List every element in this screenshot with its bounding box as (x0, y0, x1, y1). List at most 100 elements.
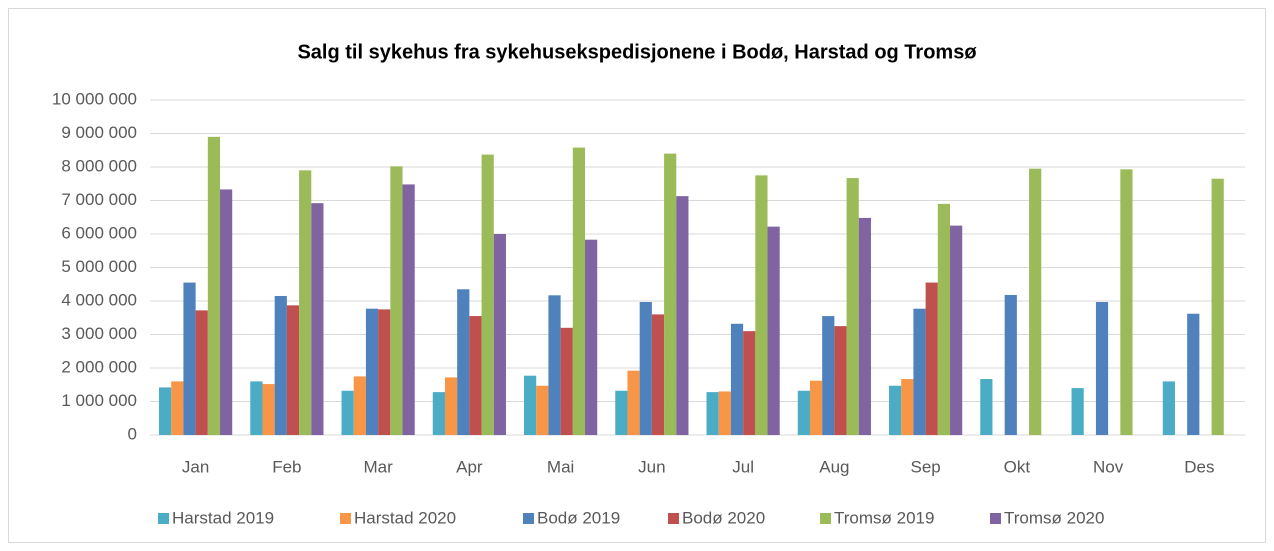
y-tick-label: 7 000 000 (61, 190, 137, 209)
bar (274, 295, 287, 435)
legend-label: Harstad 2019 (172, 508, 274, 527)
bar (548, 295, 561, 435)
bar (171, 381, 184, 435)
bar (341, 390, 354, 435)
bar (1029, 168, 1042, 436)
bar (706, 392, 719, 435)
legend-label: Tromsø 2019 (834, 508, 934, 527)
y-tick-label: 6 000 000 (61, 223, 137, 242)
x-tick-label: Des (1184, 457, 1214, 476)
legend-swatch (340, 513, 351, 524)
bar (378, 309, 391, 435)
legend-swatch (668, 513, 679, 524)
bar (1187, 313, 1200, 435)
bar (676, 196, 689, 435)
x-tick-label: Nov (1093, 457, 1124, 476)
bar (913, 308, 926, 435)
y-tick-label: 10 000 000 (52, 89, 137, 108)
y-tick-label: 3 000 000 (61, 324, 137, 343)
legend-swatch (820, 513, 831, 524)
bar (822, 316, 835, 435)
bar (755, 175, 768, 435)
legend-swatch (523, 513, 534, 524)
x-tick-label: Jul (732, 457, 754, 476)
bar (195, 310, 208, 435)
bar (585, 239, 598, 435)
chart-title: Salg til sykehus fra sykehusekspedisjone… (297, 41, 977, 63)
bar (1095, 302, 1109, 435)
bar (1004, 294, 1017, 435)
bar (1211, 178, 1224, 435)
bar (1071, 388, 1084, 435)
bar (627, 370, 640, 435)
bar (457, 289, 470, 435)
bar (846, 178, 859, 435)
y-tick-label: 8 000 000 (61, 156, 137, 175)
bar (444, 377, 458, 435)
bar (432, 392, 445, 435)
x-tick-label: Jun (638, 457, 665, 476)
bar (858, 217, 871, 435)
y-tick-label: 9 000 000 (61, 123, 137, 142)
bar (365, 308, 379, 435)
bar (560, 327, 573, 435)
x-tick-label: Mai (547, 457, 574, 476)
bar (730, 323, 744, 435)
x-tick-label: Feb (272, 457, 301, 476)
y-tick-label: 4 000 000 (61, 290, 137, 309)
bar (299, 170, 312, 435)
bar (493, 234, 506, 435)
bar (220, 189, 233, 435)
bar (925, 282, 938, 435)
bar (402, 184, 415, 435)
bar (639, 302, 652, 435)
bar (481, 154, 494, 436)
legend-label: Tromsø 2020 (1004, 508, 1104, 527)
bar (889, 385, 902, 435)
bar (1120, 169, 1133, 435)
bar (311, 203, 324, 435)
legend-label: Bodø 2020 (682, 508, 765, 527)
x-tick-label: Sep (911, 457, 941, 476)
bar (950, 225, 963, 435)
y-tick-label: 1 000 000 (61, 391, 137, 410)
x-tick-label: Jan (182, 457, 209, 476)
bar (834, 326, 847, 435)
x-tick-label: Apr (456, 457, 483, 476)
bar (207, 136, 221, 435)
bar (767, 226, 780, 435)
bar (262, 384, 275, 435)
y-tick-label: 0 (128, 424, 137, 443)
bar (743, 331, 756, 435)
bar (536, 385, 549, 435)
legend-label: Bodø 2019 (537, 508, 620, 527)
bar (524, 375, 537, 435)
y-tick-label: 2 000 000 (61, 357, 137, 376)
bar (183, 282, 196, 435)
bar (664, 153, 677, 435)
legend-swatch (990, 513, 1001, 524)
bar (809, 380, 823, 435)
x-tick-label: Okt (1004, 457, 1031, 476)
bar (286, 305, 300, 435)
bar (469, 316, 482, 435)
bar (980, 379, 993, 435)
bar (651, 314, 665, 435)
bar (159, 387, 172, 435)
bar (1162, 381, 1175, 435)
legend-label: Harstad 2020 (354, 508, 456, 527)
bar (718, 391, 731, 435)
legend-swatch (158, 513, 169, 524)
bar (250, 381, 263, 435)
x-tick-label: Aug (819, 457, 849, 476)
bar (390, 166, 403, 435)
bar (353, 376, 366, 435)
bar (901, 379, 914, 435)
y-tick-label: 5 000 000 (61, 257, 137, 276)
bar (572, 147, 586, 435)
bar (937, 203, 951, 435)
bar (615, 390, 628, 435)
x-tick-label: Mar (363, 457, 393, 476)
bar (797, 390, 810, 435)
